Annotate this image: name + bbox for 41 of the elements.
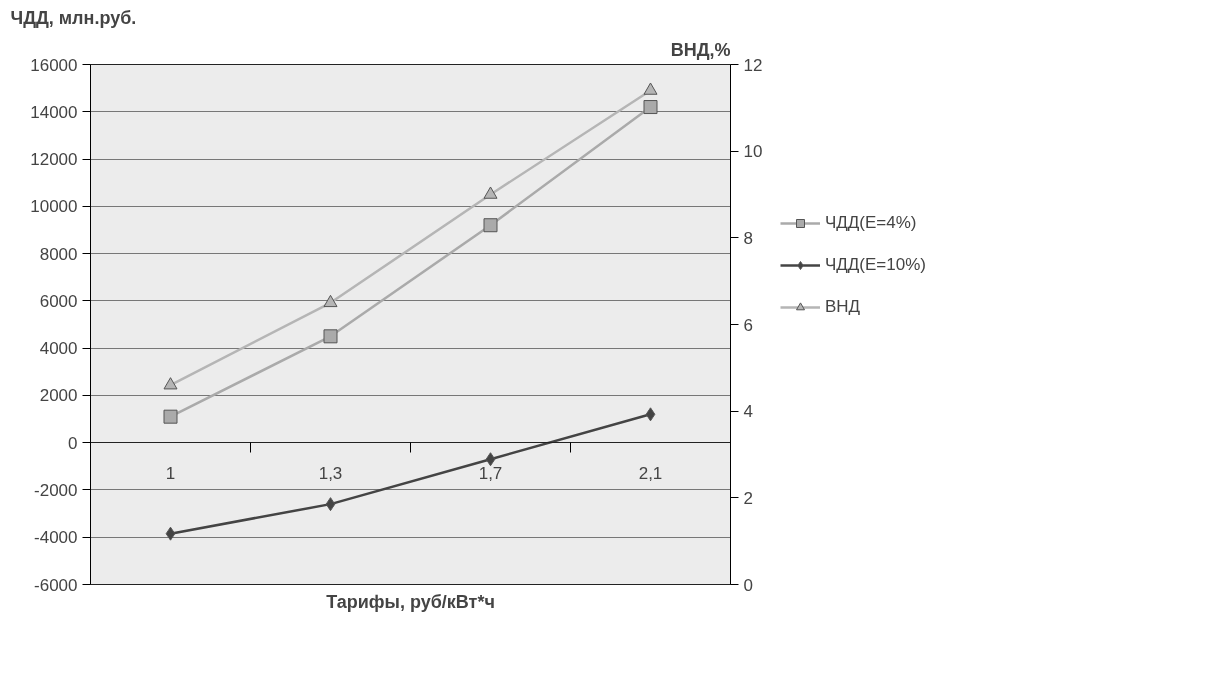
point bbox=[483, 218, 498, 233]
x-tick-label: 1,7 bbox=[478, 463, 503, 483]
point bbox=[163, 409, 178, 424]
y-tick-label: 2000 bbox=[39, 386, 78, 406]
y-axis-title: ЧДД, млн.руб. bbox=[10, 7, 137, 28]
x-axis-title: Тарифы, руб/кВт*ч bbox=[326, 591, 495, 612]
y2-tick-label: 0 bbox=[743, 575, 753, 595]
y2-tick-label: 2 bbox=[743, 488, 753, 508]
point bbox=[483, 186, 498, 199]
point bbox=[645, 407, 656, 422]
legend-label: ЧДД(E=4%) bbox=[825, 212, 917, 233]
y-tick-label: 12000 bbox=[30, 150, 78, 170]
y2-tick-label: 6 bbox=[743, 315, 753, 335]
x-tick-label: 2,1 bbox=[638, 463, 663, 483]
y2-tick-label: 12 bbox=[743, 55, 763, 75]
point bbox=[163, 377, 178, 390]
y-tick-label: 16000 bbox=[30, 55, 78, 75]
y2-tick-label: 4 bbox=[743, 402, 753, 422]
y-tick-label: -2000 bbox=[34, 480, 78, 500]
point bbox=[643, 100, 658, 115]
y2-tick-label: 8 bbox=[743, 228, 753, 248]
point bbox=[643, 82, 658, 95]
y-tick-label: -6000 bbox=[34, 575, 78, 595]
point bbox=[323, 294, 338, 308]
y-tick-label: -4000 bbox=[34, 528, 78, 548]
legend-label: ЧДД(E=10%) bbox=[825, 254, 926, 275]
point bbox=[325, 497, 336, 512]
y2-axis-title: ВНД,% bbox=[670, 39, 731, 60]
point bbox=[323, 329, 338, 344]
y-tick-label: 4000 bbox=[39, 339, 78, 359]
y-tick-label: 8000 bbox=[39, 244, 78, 264]
y-tick-label: 0 bbox=[68, 433, 78, 453]
y-tick-label: 6000 bbox=[39, 291, 78, 311]
y-tick-label: 14000 bbox=[30, 102, 78, 122]
point bbox=[165, 526, 176, 541]
y2-tick-label: 10 bbox=[743, 142, 763, 162]
point bbox=[485, 452, 496, 467]
x-tick-label: 1,3 bbox=[318, 463, 343, 483]
y-tick-label: 10000 bbox=[30, 197, 78, 217]
x-tick-label: 1 bbox=[165, 463, 176, 483]
legend-label: ВНД bbox=[825, 296, 861, 317]
